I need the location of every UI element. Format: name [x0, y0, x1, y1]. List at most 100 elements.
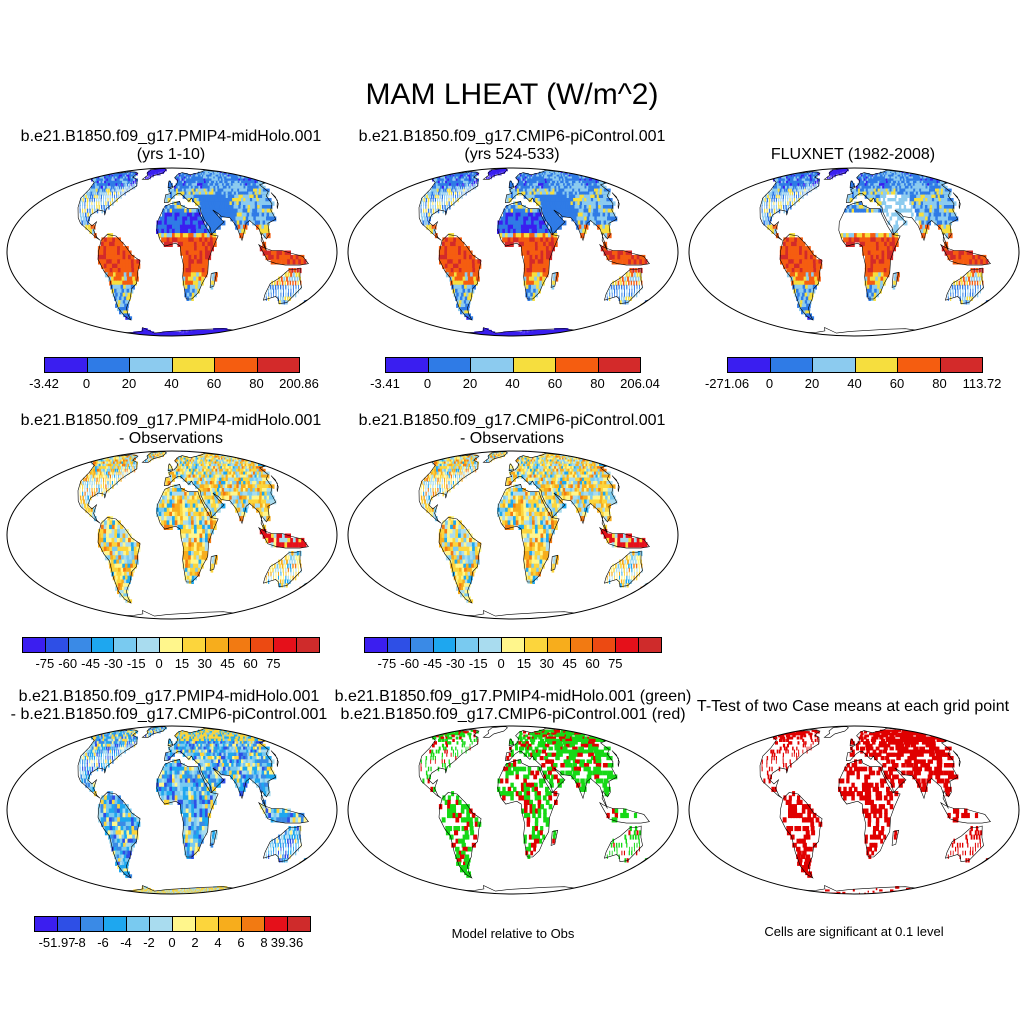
coastline-madagascar	[209, 829, 218, 846]
coastline-indonesia	[939, 801, 991, 824]
coastline-japan	[270, 475, 279, 492]
colorbar-swatch	[470, 357, 514, 373]
map-frame	[347, 450, 679, 620]
colorbar-swatch	[273, 637, 298, 653]
coastline-madagascar	[209, 271, 218, 288]
colorbar-tick-label: 0	[168, 935, 176, 950]
colorbar-tick-label: -6	[97, 935, 109, 950]
coastline-uk	[849, 180, 856, 189]
colorbar-tick-label: -15	[468, 656, 488, 671]
colorbar-tick-label: -3.41	[370, 376, 400, 391]
panel-title-line2: - Observations	[459, 430, 565, 447]
colorbar-tick-label: -60	[58, 656, 78, 671]
colorbar-swatch	[939, 357, 983, 373]
coastline-africa	[156, 484, 219, 583]
coastline-madagascar	[209, 554, 218, 571]
coastline-uk	[167, 463, 174, 472]
coastline-japan	[952, 192, 961, 209]
coastline-japan	[952, 750, 961, 767]
coastline-indonesia	[598, 243, 650, 266]
colorbar-tick-label: 0	[82, 376, 91, 391]
coastline-africa	[497, 201, 560, 300]
colorbar-tick-label: -4	[120, 935, 132, 950]
panel-title-fluxnet: FLUXNET (1982-2008)	[682, 146, 1024, 164]
map-frame	[6, 725, 338, 895]
colorbar-tick-label: 20	[462, 376, 478, 391]
colorbar-swatch	[113, 637, 138, 653]
colorbar-tick-label: 40	[847, 376, 862, 391]
panel-title-picontrol-obs: b.e21.B1850.f09_g17.CMIP6-piControl.001 …	[342, 412, 682, 448]
coastline-northAmerica	[759, 171, 821, 241]
colorbar-tick-label: 200.86	[279, 376, 319, 391]
coastline-southAmerica	[779, 792, 823, 879]
coastline-indonesia	[939, 243, 991, 266]
colorbar-tick-label: -60	[400, 656, 420, 671]
colorbar-tick-label: 45	[220, 656, 235, 671]
map-midholo-mean	[6, 167, 338, 337]
coastline-greenland	[482, 451, 508, 463]
coastline-greenland	[823, 726, 849, 738]
panel-title-line1: T-Test of two Case means at each grid po…	[696, 698, 1010, 715]
coastline-africa	[838, 201, 901, 300]
colorbar-swatch	[523, 637, 548, 653]
colorbar-swatch	[854, 357, 898, 373]
panel-title-line2: - b.e21.B1850.f09_g17.CMIP6-piControl.00…	[10, 706, 328, 723]
coastline-uk	[167, 180, 174, 189]
coastline-indonesia	[598, 801, 650, 824]
colorbar-tick-label: -45	[423, 656, 442, 671]
panel-title-ttest: T-Test of two Case means at each grid po…	[682, 698, 1024, 716]
coastline-australia	[603, 825, 643, 863]
colorbar-swatch	[727, 357, 771, 373]
coastline-uk	[508, 738, 515, 747]
colorbar-case-difference: -51.97 -8 -6 -4 -2 0 2 4 6 8 39.36	[34, 916, 311, 952]
colorbar-swatch	[227, 637, 252, 653]
map-midholo-minus-obs	[6, 450, 338, 620]
colorbar-tick-label: 20	[804, 376, 820, 391]
coastline-greenland	[141, 726, 167, 738]
coastline-africa	[838, 759, 901, 858]
panel-title-line1: b.e21.B1850.f09_g17.PMIP4-midHolo.001	[20, 128, 322, 145]
colorbar-swatch	[250, 637, 275, 653]
panel-title-line2: b.e21.B1850.f09_g17.CMIP6-piControl.001 …	[340, 706, 686, 723]
colorbar-tick-label: -2	[143, 935, 155, 950]
coastline-southAmerica	[438, 792, 482, 879]
coastline-japan	[611, 192, 620, 209]
coastline-indonesia	[257, 526, 309, 549]
coastline-greenland	[823, 168, 849, 180]
colorbar-fluxnet: -271.06 0 20 40 60 80 113.72	[705, 357, 1001, 393]
panel-title-line1: b.e21.B1850.f09_g17.PMIP4-midHolo.001	[20, 412, 322, 429]
coastline-northAmerica	[418, 729, 480, 799]
coastline-australia	[944, 825, 984, 863]
colorbar-tick-label: 8	[260, 935, 268, 950]
colorbar-swatch	[264, 916, 288, 932]
coastlines	[418, 168, 650, 336]
colorbar-picontrol-mean: -3.41 0 20 40 60 80 206.04	[370, 357, 660, 393]
colorbar-tick-label: -271.06	[704, 376, 750, 391]
panel-title-line2: - Observations	[118, 430, 224, 447]
map-field-cells	[761, 729, 989, 894]
coastline-africa	[497, 759, 560, 858]
coastline-europeAsia	[504, 727, 618, 809]
colorbar-swatch	[501, 637, 525, 653]
colorbar-swatch	[897, 357, 941, 373]
coastline-australia	[603, 550, 643, 588]
coastline-australia	[262, 825, 302, 863]
coastlines	[77, 726, 309, 894]
colorbar-tick-label: 15	[516, 656, 532, 671]
coastline-northAmerica	[418, 171, 480, 241]
colorbar-swatch	[22, 637, 46, 653]
colorbar-tick-label: 60	[547, 376, 563, 391]
colorbar-swatch	[80, 916, 104, 932]
colorbar-swatch	[455, 637, 480, 653]
map-ttest-significance	[688, 725, 1020, 895]
coastline-indonesia	[257, 801, 309, 824]
coastline-northAmerica	[759, 729, 821, 799]
colorbar-swatch	[214, 357, 258, 373]
colorbar-swatch	[432, 637, 457, 653]
panel-title-line1: b.e21.B1850.f09_g17.PMIP4-midHolo.001 (g…	[334, 688, 692, 705]
colorbar-swatch	[34, 916, 58, 932]
coastline-japan	[611, 475, 620, 492]
colorbar-swatch	[218, 916, 242, 932]
colorbar-swatch	[241, 916, 265, 932]
colorbar-swatch	[296, 637, 320, 653]
